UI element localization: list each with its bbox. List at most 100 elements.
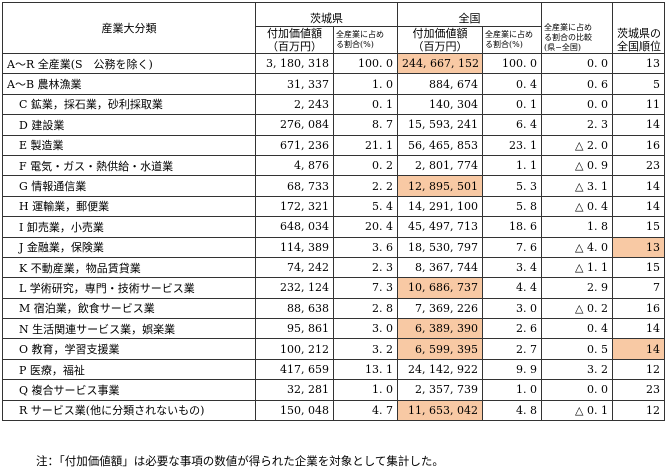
- share-diff-cell: △ 4. 0: [541, 236, 613, 258]
- ibaraki-value-cell: 172, 321: [255, 195, 334, 218]
- ibaraki-value-cell: 88, 638: [255, 297, 334, 320]
- rank-cell: 14: [612, 195, 665, 218]
- category-cell: D 建設業: [2, 114, 256, 136]
- share-diff-cell: △ 0. 1: [541, 399, 613, 422]
- national-value-cell: 140, 304: [397, 93, 483, 116]
- ibaraki-value-cell: 32, 281: [255, 379, 334, 401]
- national-value-cell: 12, 895, 501: [397, 175, 483, 197]
- national-value-cell: 18, 530, 797: [397, 236, 483, 258]
- rank-cell: 12: [612, 358, 665, 381]
- category-cell: O 教育，学習支援業: [2, 338, 256, 360]
- ibaraki-share-cell: 2. 3: [333, 256, 398, 279]
- ibaraki-value-cell: 95, 861: [255, 318, 334, 340]
- value-added-table: 産業大分類 茨城県 全国 全産業に占め る割合の比較 (県−全国) 茨城県の 全…: [2, 2, 665, 422]
- share-diff-cell: 0. 0: [541, 52, 613, 75]
- ibaraki-share-cell: 1. 0: [333, 379, 398, 401]
- ibaraki-value-cell: 31, 337: [255, 73, 334, 95]
- national-share-cell: 18. 6: [482, 216, 542, 238]
- table-row: D 建設業 276, 084 8. 7 15, 593, 241 6. 4 2. 3 14: [2, 114, 665, 136]
- national-value-cell: 11, 653, 042: [397, 399, 483, 422]
- category-cell: I 卸売業，小売業: [2, 216, 256, 238]
- national-share-cell: 0. 1: [482, 93, 542, 116]
- national-share-cell: 4. 8: [482, 399, 542, 422]
- ibaraki-share-cell: 3. 2: [333, 338, 398, 360]
- rank-cell: 11: [612, 93, 665, 116]
- ibaraki-value-cell: 417, 659: [255, 358, 334, 381]
- ibaraki-value-cell: 671, 236: [255, 134, 334, 156]
- share-diff-header: 全産業に占め る割合の比較 (県−全国): [541, 2, 613, 54]
- table-row: L 学術研究，専門・技術サービス業 232, 124 7. 3 10, 686, 73…: [2, 277, 665, 299]
- ibaraki-share-cell: 3. 6: [333, 236, 398, 258]
- national-value-cell: 2, 801, 774: [397, 154, 483, 177]
- category-cell: M 宿泊業，飲食サービス業: [2, 297, 256, 320]
- national-share-cell: 1. 0: [482, 379, 542, 401]
- ibaraki-share-cell: 13. 1: [333, 358, 398, 381]
- category-cell: Q 複合サービス事業: [2, 379, 256, 401]
- table-row: J 金融業，保険業 114, 389 3. 6 18, 530, 797 7. 6 △ 4…: [2, 236, 665, 258]
- ibaraki-share-cell: 1. 0: [333, 73, 398, 95]
- national-value-cell: 14, 291, 100: [397, 195, 483, 218]
- rank-cell: 13: [612, 236, 665, 258]
- rank-cell: 16: [612, 297, 665, 320]
- ibaraki-value-cell: 648, 034: [255, 216, 334, 238]
- share-diff-cell: △ 3. 1: [541, 175, 613, 197]
- share-diff-cell: 0. 0: [541, 379, 613, 401]
- share-diff-cell: △ 2. 0: [541, 134, 613, 156]
- rank-cell: 13: [612, 52, 665, 75]
- rank-cell: 23: [612, 379, 665, 401]
- ibaraki-share-cell: 0. 1: [333, 93, 398, 116]
- ibaraki-share-cell: 2. 2: [333, 175, 398, 197]
- rank-cell: 15: [612, 256, 665, 279]
- table-row: F 電気・ガス・熱供給・水道業 4, 876 0. 2 2, 801, 774 1. 1…: [2, 154, 665, 177]
- national-share-cell: 0. 4: [482, 73, 542, 95]
- rank-cell: 12: [612, 399, 665, 422]
- footnote: 注：「付加価値額」は必要な事項の数値が得られた企業を対象として集計した。: [36, 454, 444, 468]
- category-cell: K 不動産業，物品賃貸業: [2, 256, 256, 279]
- category-cell: E 製造業: [2, 134, 256, 156]
- table-row: G 情報通信業 68, 733 2. 2 12, 895, 501 5. 3 △ 3. 1…: [2, 175, 665, 197]
- share-diff-cell: 3. 2: [541, 358, 613, 381]
- ibaraki-share-cell: 4. 7: [333, 399, 398, 422]
- ibaraki-share-cell: 20. 4: [333, 216, 398, 238]
- ibaraki-header: 茨城県: [255, 2, 398, 27]
- national-share-cell: 4. 4: [482, 277, 542, 299]
- ibaraki-value-added-header: 付加価値額 （百万円）: [255, 26, 334, 54]
- national-value-cell: 2, 357, 739: [397, 379, 483, 401]
- national-share-cell: 2. 6: [482, 318, 542, 340]
- category-header: 産業大分類: [2, 2, 256, 54]
- national-value-added-header: 付加価値額 （百万円）: [397, 26, 483, 54]
- share-diff-cell: 0. 4: [541, 318, 613, 340]
- table-row: O 教育，学習支援業 100, 212 3. 2 6, 599, 395 2. 7 0. …: [2, 338, 665, 360]
- national-value-cell: 884, 674: [397, 73, 483, 95]
- ibaraki-share-cell: 8. 7: [333, 114, 398, 136]
- ibaraki-value-cell: 4, 876: [255, 154, 334, 177]
- table-body: A～R 全産業(S 公務を除く) 3, 180, 318 100. 0 244, 66…: [2, 52, 665, 422]
- category-cell: G 情報通信業: [2, 175, 256, 197]
- national-share-cell: 5. 8: [482, 195, 542, 218]
- table-row: M 宿泊業，飲食サービス業 88, 638 2. 8 7, 369, 226 3. 0 △…: [2, 297, 665, 320]
- category-cell: L 学術研究，専門・技術サービス業: [2, 277, 256, 299]
- ibaraki-share-cell: 21. 1: [333, 134, 398, 156]
- national-value-cell: 244, 667, 152: [397, 52, 483, 75]
- category-cell: N 生活関連サービス業，娯楽業: [2, 318, 256, 340]
- ibaraki-value-cell: 100, 212: [255, 338, 334, 360]
- ibaraki-value-cell: 232, 124: [255, 277, 334, 299]
- national-value-cell: 56, 465, 853: [397, 134, 483, 156]
- rank-cell: 23: [612, 154, 665, 177]
- rank-cell: 14: [612, 175, 665, 197]
- table-row: K 不動産業，物品賃貸業 74, 242 2. 3 8, 367, 744 3. 4 △ …: [2, 256, 665, 279]
- rank-cell: 14: [612, 338, 665, 360]
- category-cell: F 電気・ガス・熱供給・水道業: [2, 154, 256, 177]
- category-cell: R サービス業(他に分類されないもの): [2, 399, 256, 422]
- share-diff-cell: △ 0. 2: [541, 297, 613, 320]
- ibaraki-value-cell: 150, 048: [255, 399, 334, 422]
- share-diff-cell: 2. 3: [541, 114, 613, 136]
- national-share-cell: 3. 0: [482, 297, 542, 320]
- national-share-cell: 23. 1: [482, 134, 542, 156]
- rank-cell: 14: [612, 318, 665, 340]
- ibaraki-share-header: 全産業に占め る割合(%): [333, 26, 398, 54]
- national-share-header: 全産業に占め る割合(%): [482, 26, 542, 54]
- table-row: P 医療，福祉 417, 659 13. 1 24, 142, 922 9. 9 3. 2…: [2, 358, 665, 381]
- national-share-cell: 7. 6: [482, 236, 542, 258]
